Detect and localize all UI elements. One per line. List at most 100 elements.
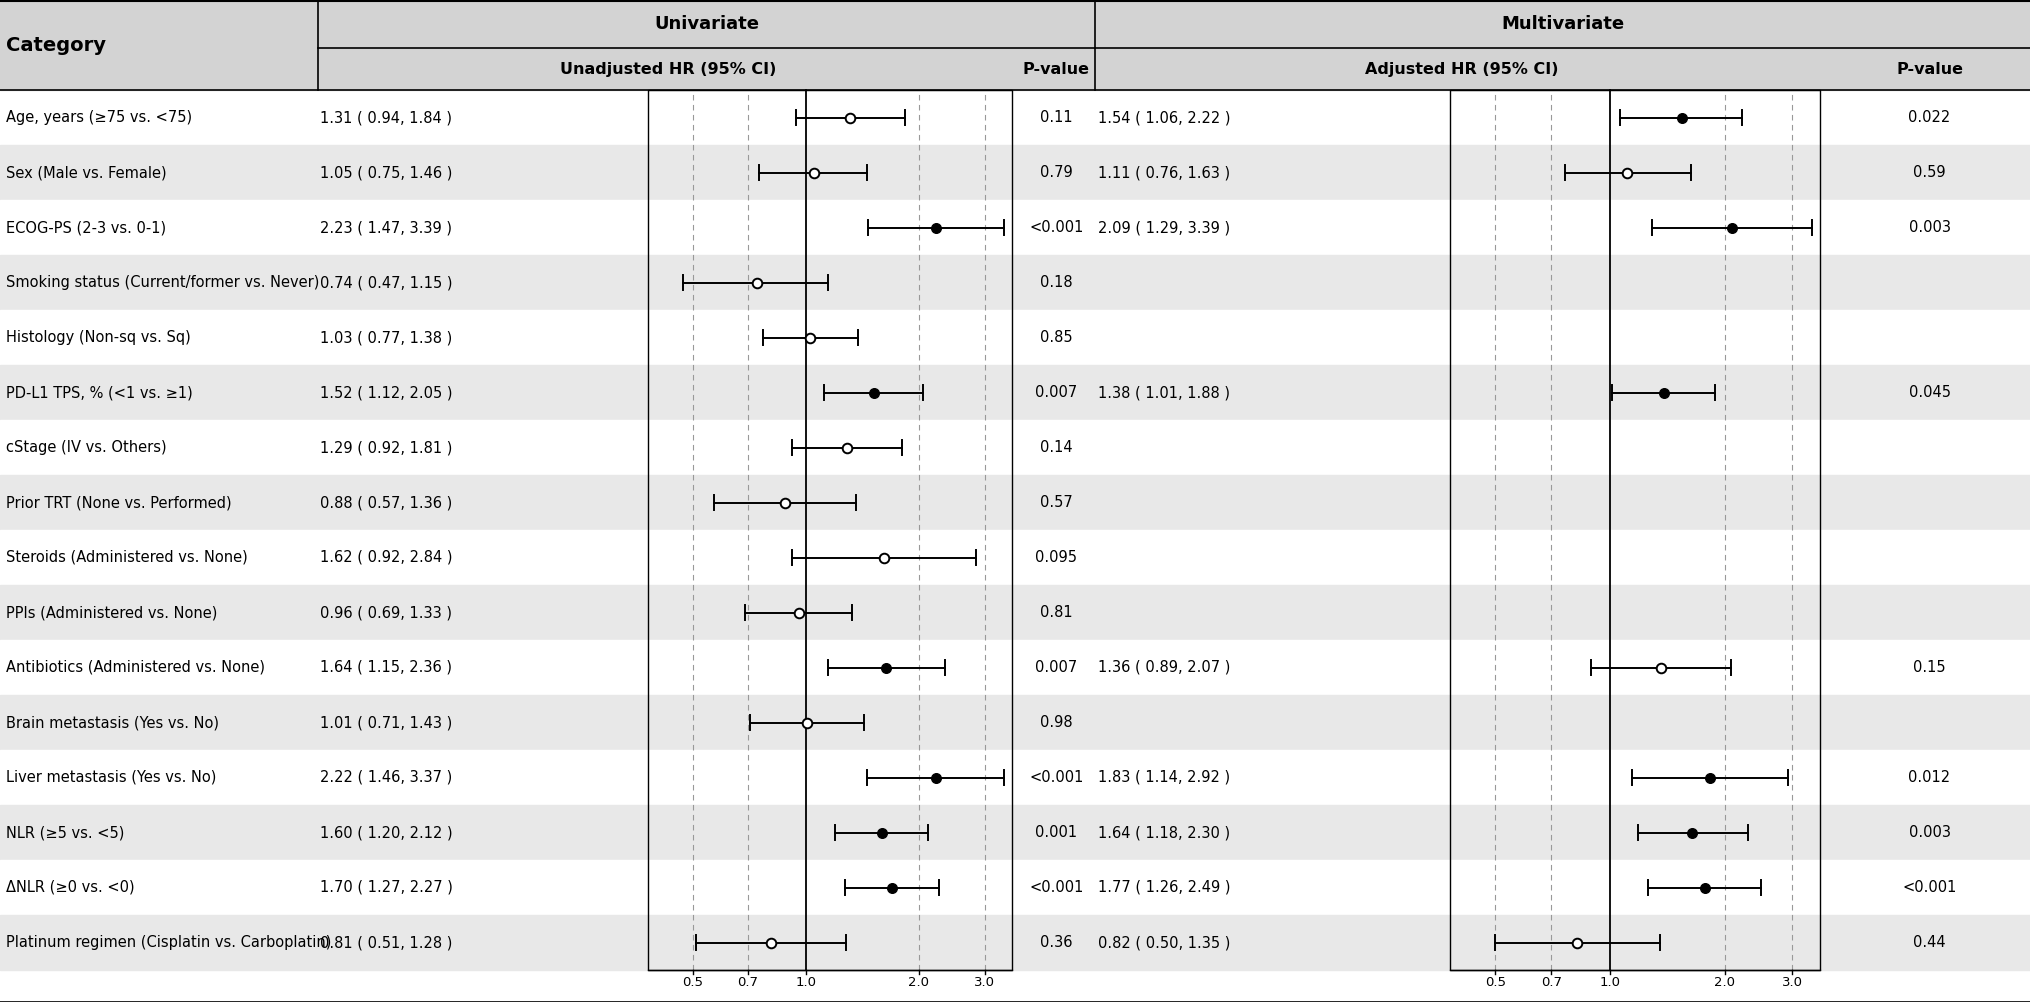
Text: Brain metastasis (Yes vs. No): Brain metastasis (Yes vs. No) — [6, 715, 219, 730]
Text: 1.03 ( 0.77, 1.38 ): 1.03 ( 0.77, 1.38 ) — [321, 330, 453, 345]
Bar — [0, 145, 2030, 200]
Text: 1.77 ( 1.26, 2.49 ): 1.77 ( 1.26, 2.49 ) — [1098, 880, 1230, 895]
Bar — [0, 420, 2030, 475]
Bar — [0, 255, 2030, 310]
Text: Multivariate: Multivariate — [1500, 15, 1624, 33]
Point — [1693, 770, 1726, 786]
Text: 1.29 ( 0.92, 1.81 ): 1.29 ( 0.92, 1.81 ) — [321, 440, 453, 455]
Point — [794, 330, 826, 346]
Text: 0.59: 0.59 — [1912, 165, 1945, 180]
Bar — [1449, 90, 1819, 970]
Text: Category: Category — [6, 35, 106, 54]
Point — [1644, 659, 1677, 675]
Text: 0.007: 0.007 — [1035, 660, 1078, 675]
Bar — [0, 475, 2030, 530]
Text: Age, years (≥75 vs. <75): Age, years (≥75 vs. <75) — [6, 110, 193, 125]
Text: 1.31 ( 0.94, 1.84 ): 1.31 ( 0.94, 1.84 ) — [321, 110, 453, 125]
Text: Univariate: Univariate — [654, 15, 759, 33]
Text: ECOG-PS (2-3 vs. 0-1): ECOG-PS (2-3 vs. 0-1) — [6, 220, 166, 235]
Point — [767, 494, 800, 510]
Text: 1.0: 1.0 — [1600, 976, 1620, 989]
Point — [869, 659, 901, 675]
Point — [920, 219, 952, 235]
Text: 2.23 ( 1.47, 3.39 ): 2.23 ( 1.47, 3.39 ) — [321, 220, 453, 235]
Text: 0.007: 0.007 — [1035, 385, 1078, 400]
Text: 0.18: 0.18 — [1039, 275, 1072, 290]
Text: 2.0: 2.0 — [1713, 976, 1734, 989]
Point — [782, 604, 814, 620]
Bar — [0, 530, 2030, 585]
Text: cStage (IV vs. Others): cStage (IV vs. Others) — [6, 440, 166, 455]
Point — [1665, 109, 1697, 125]
Point — [857, 385, 889, 401]
Bar — [0, 750, 2030, 805]
Bar — [0, 90, 2030, 145]
Text: 0.7: 0.7 — [737, 976, 757, 989]
Bar — [0, 805, 2030, 860]
Point — [741, 275, 773, 291]
Point — [1675, 825, 1707, 841]
Text: 0.5: 0.5 — [1484, 976, 1504, 989]
Point — [867, 549, 899, 565]
Text: 3.0: 3.0 — [1780, 976, 1803, 989]
Bar — [0, 585, 2030, 640]
Point — [865, 825, 897, 841]
Text: 1.36 ( 0.89, 2.07 ): 1.36 ( 0.89, 2.07 ) — [1098, 660, 1230, 675]
Text: Platinum regimen (Cisplatin vs. Carboplatin): Platinum regimen (Cisplatin vs. Carbopla… — [6, 935, 331, 950]
Text: P-value: P-value — [1023, 61, 1090, 76]
Text: Adjusted HR (95% CI): Adjusted HR (95% CI) — [1364, 61, 1557, 76]
Text: Sex (Male vs. Female): Sex (Male vs. Female) — [6, 165, 166, 180]
Text: Liver metastasis (Yes vs. No): Liver metastasis (Yes vs. No) — [6, 770, 217, 785]
Text: <0.001: <0.001 — [1029, 880, 1084, 895]
Text: 0.44: 0.44 — [1912, 935, 1945, 950]
Point — [755, 935, 788, 951]
Text: NLR (≥5 vs. <5): NLR (≥5 vs. <5) — [6, 825, 124, 840]
Text: 1.52 ( 1.12, 2.05 ): 1.52 ( 1.12, 2.05 ) — [321, 385, 453, 400]
Text: 1.83 ( 1.14, 2.92 ): 1.83 ( 1.14, 2.92 ) — [1098, 770, 1230, 785]
Point — [875, 880, 907, 896]
Text: <0.001: <0.001 — [1029, 220, 1084, 235]
Text: 0.003: 0.003 — [1908, 220, 1949, 235]
Text: 0.022: 0.022 — [1908, 110, 1949, 125]
Text: 1.0: 1.0 — [794, 976, 816, 989]
Text: P-value: P-value — [1896, 61, 1963, 76]
Bar — [0, 915, 2030, 970]
Point — [832, 109, 865, 125]
Text: 0.96 ( 0.69, 1.33 ): 0.96 ( 0.69, 1.33 ) — [321, 605, 453, 620]
Text: 0.88 ( 0.57, 1.36 ): 0.88 ( 0.57, 1.36 ) — [321, 495, 453, 510]
Text: 2.09 ( 1.29, 3.39 ): 2.09 ( 1.29, 3.39 ) — [1098, 220, 1230, 235]
Text: 0.14: 0.14 — [1039, 440, 1072, 455]
Text: 1.11 ( 0.76, 1.63 ): 1.11 ( 0.76, 1.63 ) — [1098, 165, 1230, 180]
Bar — [0, 860, 2030, 915]
Text: 0.85: 0.85 — [1039, 330, 1072, 345]
Bar — [0, 365, 2030, 420]
Text: Smoking status (Current/former vs. Never): Smoking status (Current/former vs. Never… — [6, 275, 319, 290]
Point — [920, 770, 952, 786]
Text: 1.62 ( 0.92, 2.84 ): 1.62 ( 0.92, 2.84 ) — [321, 550, 453, 565]
Text: 1.05 ( 0.75, 1.46 ): 1.05 ( 0.75, 1.46 ) — [321, 165, 453, 180]
Text: PPIs (Administered vs. None): PPIs (Administered vs. None) — [6, 605, 217, 620]
Point — [1646, 385, 1679, 401]
Text: <0.001: <0.001 — [1902, 880, 1955, 895]
Point — [790, 714, 822, 730]
Text: 1.70 ( 1.27, 2.27 ): 1.70 ( 1.27, 2.27 ) — [321, 880, 453, 895]
Text: 1.54 ( 1.06, 2.22 ): 1.54 ( 1.06, 2.22 ) — [1098, 110, 1230, 125]
Text: Prior TRT (None vs. Performed): Prior TRT (None vs. Performed) — [6, 495, 231, 510]
Point — [1715, 219, 1748, 235]
Text: 0.11: 0.11 — [1039, 110, 1072, 125]
Text: Steroids (Administered vs. None): Steroids (Administered vs. None) — [6, 550, 248, 565]
Text: PD-L1 TPS, % (<1 vs. ≥1): PD-L1 TPS, % (<1 vs. ≥1) — [6, 385, 193, 400]
Text: 0.98: 0.98 — [1039, 715, 1072, 730]
Text: 0.81: 0.81 — [1039, 605, 1072, 620]
Text: 0.5: 0.5 — [682, 976, 702, 989]
Point — [1610, 164, 1642, 180]
Text: 0.15: 0.15 — [1912, 660, 1945, 675]
Bar — [0, 310, 2030, 365]
Text: 0.82 ( 0.50, 1.35 ): 0.82 ( 0.50, 1.35 ) — [1098, 935, 1230, 950]
Text: 1.01 ( 0.71, 1.43 ): 1.01 ( 0.71, 1.43 ) — [321, 715, 453, 730]
Text: 1.64 ( 1.15, 2.36 ): 1.64 ( 1.15, 2.36 ) — [321, 660, 453, 675]
Bar — [0, 0, 2030, 90]
Text: 0.012: 0.012 — [1908, 770, 1949, 785]
Text: 0.57: 0.57 — [1039, 495, 1072, 510]
Text: 0.095: 0.095 — [1035, 550, 1078, 565]
